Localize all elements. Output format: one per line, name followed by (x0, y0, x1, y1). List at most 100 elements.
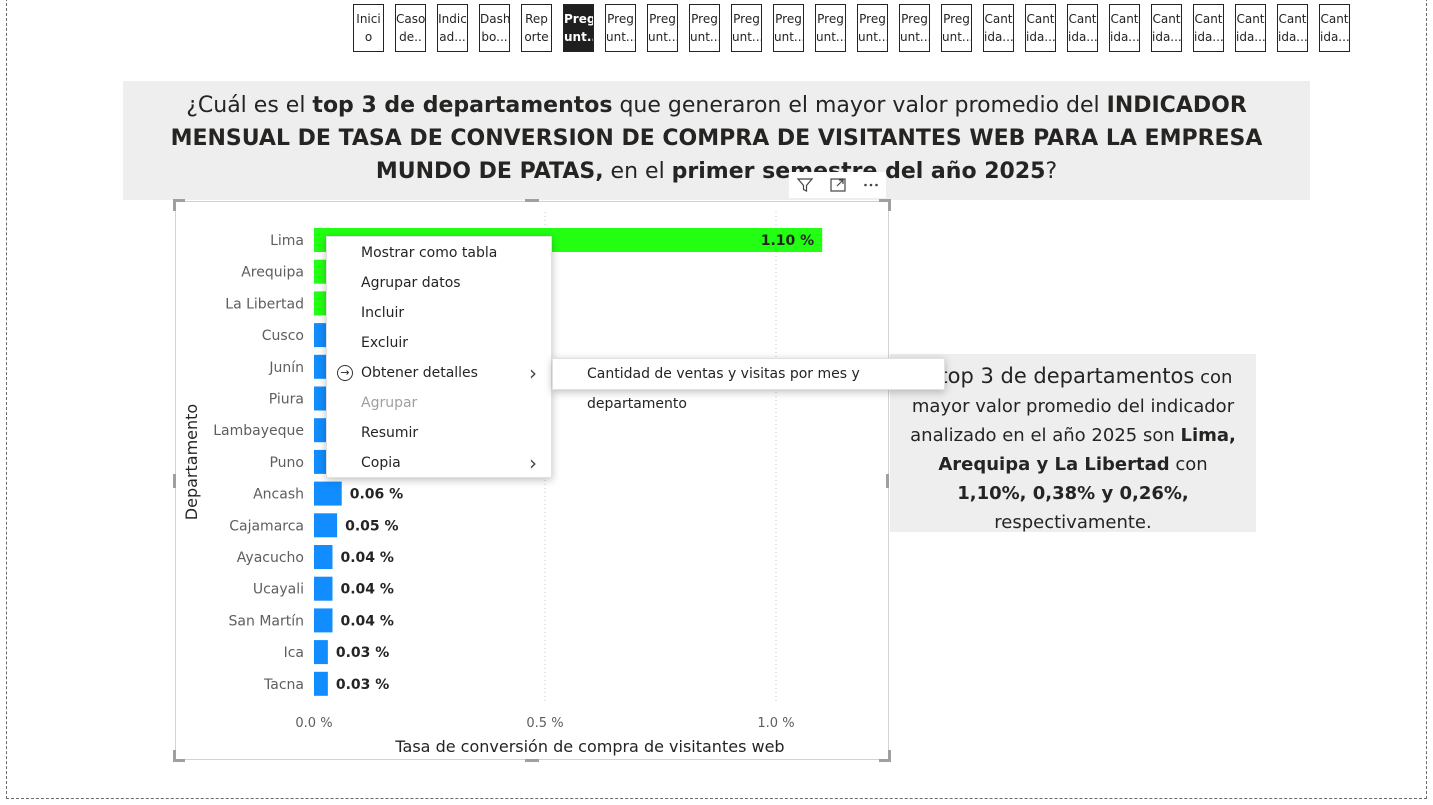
answer-bold-1: Lima, Arequipa y La Libertad (938, 425, 1236, 475)
nav-tab-label-line1: Preg (775, 12, 802, 26)
nav-tab-9[interactable]: Preg unt... (689, 4, 720, 52)
resize-handle-bl-v[interactable] (173, 750, 176, 762)
nav-tab-label-line1: Cant (1152, 12, 1181, 26)
question-banner: ¿Cuál es el top 3 de departamentos que g… (123, 81, 1310, 200)
nav-tab-16[interactable]: Cant ida... (983, 4, 1014, 52)
answer-textbox: El top 3 de departamentos con mayor valo… (890, 354, 1256, 532)
resize-handle-tl-v[interactable] (173, 199, 176, 211)
nav-tab-label-line2: unt... (564, 30, 593, 44)
submenu-item-drillthrough[interactable]: Cantidad de ventas y visitas por mes y d… (552, 358, 945, 412)
resize-handle-left[interactable] (173, 474, 176, 488)
nav-tab-label-line2: ida... (984, 30, 1013, 44)
nav-tab-23[interactable]: Cant ida... (1277, 4, 1308, 52)
y-category-label: Lambayeque (213, 423, 304, 439)
resize-handle-tr-v[interactable] (888, 199, 891, 211)
resize-handle-br-v[interactable] (888, 750, 891, 762)
menu-item-label: Incluir (361, 305, 405, 321)
nav-tab-label-line1: Preg (691, 12, 718, 26)
nav-tab-17[interactable]: Cant ida... (1025, 4, 1056, 52)
more-options-icon[interactable] (855, 172, 886, 198)
menu-item-resumir[interactable]: Resumir (327, 418, 551, 448)
filter-icon[interactable] (789, 172, 820, 198)
nav-tab-label-line1: Preg (901, 12, 928, 26)
bar[interactable] (314, 481, 342, 506)
nav-tab-12[interactable]: Preg unt... (815, 4, 846, 52)
nav-tab-18[interactable]: Cant ida... (1067, 4, 1098, 52)
nav-tab-label-line2: unt... (774, 30, 803, 44)
nav-tab-label-line2: unt... (900, 30, 929, 44)
data-label: 0.03 % (336, 677, 389, 693)
answer-text-1: con mayor valor promedio del indicador a… (910, 367, 1235, 446)
resize-handle-br-h[interactable] (879, 759, 891, 762)
question-text-1: ¿Cuál es el (186, 93, 313, 118)
x-tick-label: 0.5 % (526, 716, 563, 731)
menu-item-mostrar-como-tabla[interactable]: Mostrar como tabla (327, 238, 551, 268)
nav-tab-4[interactable]: Dash bo... (479, 4, 510, 52)
menu-item-excluir[interactable]: Excluir (327, 328, 551, 358)
bar[interactable] (314, 671, 328, 696)
nav-tab-6[interactable]: Preg unt... (563, 4, 594, 52)
resize-handle-top[interactable] (525, 199, 539, 202)
nav-tab-21[interactable]: Cant ida... (1193, 4, 1224, 52)
y-category-label: Puno (269, 455, 304, 471)
nav-tab-13[interactable]: Preg unt... (857, 4, 888, 52)
x-tick-label: 1.0 % (757, 716, 794, 731)
question-text-3: en el (603, 159, 672, 184)
nav-tab-label-line2: unt... (858, 30, 887, 44)
y-axis-title: Departamento (182, 404, 201, 520)
resize-handle-tr-h[interactable] (879, 199, 891, 202)
data-label: 0.04 % (340, 582, 393, 598)
menu-item-obtener-detalles[interactable]: → Obtener detalles › (327, 358, 551, 388)
nav-tab-8[interactable]: Preg unt... (647, 4, 678, 52)
nav-tab-20[interactable]: Cant ida... (1151, 4, 1182, 52)
nav-tab-label-line2: ad... (439, 30, 466, 44)
nav-tab-1[interactable]: Inici o (353, 4, 384, 52)
nav-tab-label-line2: unt... (732, 30, 761, 44)
bar[interactable] (314, 640, 328, 665)
chevron-right-icon: › (529, 451, 537, 475)
nav-tab-5[interactable]: Rep orte (521, 4, 552, 52)
resize-handle-right[interactable] (886, 474, 889, 488)
data-label: 0.06 % (350, 487, 403, 503)
bar[interactable] (314, 513, 338, 538)
resize-handle-bl-h[interactable] (173, 759, 185, 762)
bar[interactable] (314, 576, 333, 601)
resize-handle-bottom[interactable] (525, 759, 539, 762)
nav-tab-14[interactable]: Preg unt... (899, 4, 930, 52)
focus-mode-icon[interactable] (822, 172, 853, 198)
nav-tab-label-line2: unt... (942, 30, 971, 44)
nav-tab-label-line1: Preg (649, 12, 676, 26)
nav-tab-7[interactable]: Preg unt... (605, 4, 636, 52)
bar-chart-visual[interactable]: 0.0 % 0.5 % 1.0 % Lima 1.10 % Arequipa La Libe… (175, 201, 889, 760)
answer-bold-0: El top 3 de departamentos (913, 364, 1195, 388)
bar[interactable] (314, 545, 333, 569)
data-label: 0.03 % (336, 645, 389, 661)
answer-text-3: respectivamente. (994, 512, 1152, 532)
menu-item-incluir[interactable]: Incluir (327, 298, 551, 328)
menu-item-label: Agrupar (361, 395, 418, 411)
x-tick-label: 0.0 % (295, 716, 332, 731)
y-category-label: Arequipa (241, 265, 304, 281)
page-navigation-tabs: Inici o Caso de.. Indic ad... Dash bo... Rep orte… (353, 4, 1350, 52)
nav-tab-11[interactable]: Preg unt... (773, 4, 804, 52)
nav-tab-24[interactable]: Cant ida... (1319, 4, 1350, 52)
nav-tab-label-line2: unt... (606, 30, 635, 44)
menu-item-label: Copia (361, 455, 401, 471)
menu-item-label: Resumir (361, 425, 419, 441)
y-category-label: Cajamarca (229, 518, 304, 534)
nav-tab-15[interactable]: Preg unt... (941, 4, 972, 52)
y-category-label: Piura (269, 392, 304, 408)
nav-tab-2[interactable]: Caso de.. (395, 4, 426, 52)
nav-tab-label-line2: orte (524, 30, 549, 44)
nav-tab-22[interactable]: Cant ida... (1235, 4, 1266, 52)
y-category-label: Ucayali (253, 582, 304, 598)
menu-item-copia[interactable]: Copia › (327, 448, 551, 478)
answer-bold-2: 1,10%, 0,38% y 0,26%, (957, 483, 1189, 504)
nav-tab-19[interactable]: Cant ida... (1109, 4, 1140, 52)
nav-tab-3[interactable]: Indic ad... (437, 4, 468, 52)
resize-handle-tl-h[interactable] (173, 199, 185, 202)
visual-header (789, 172, 886, 198)
menu-item-agrupar-datos[interactable]: Agrupar datos (327, 268, 551, 298)
nav-tab-10[interactable]: Preg unt... (731, 4, 762, 52)
bar[interactable] (314, 608, 333, 633)
